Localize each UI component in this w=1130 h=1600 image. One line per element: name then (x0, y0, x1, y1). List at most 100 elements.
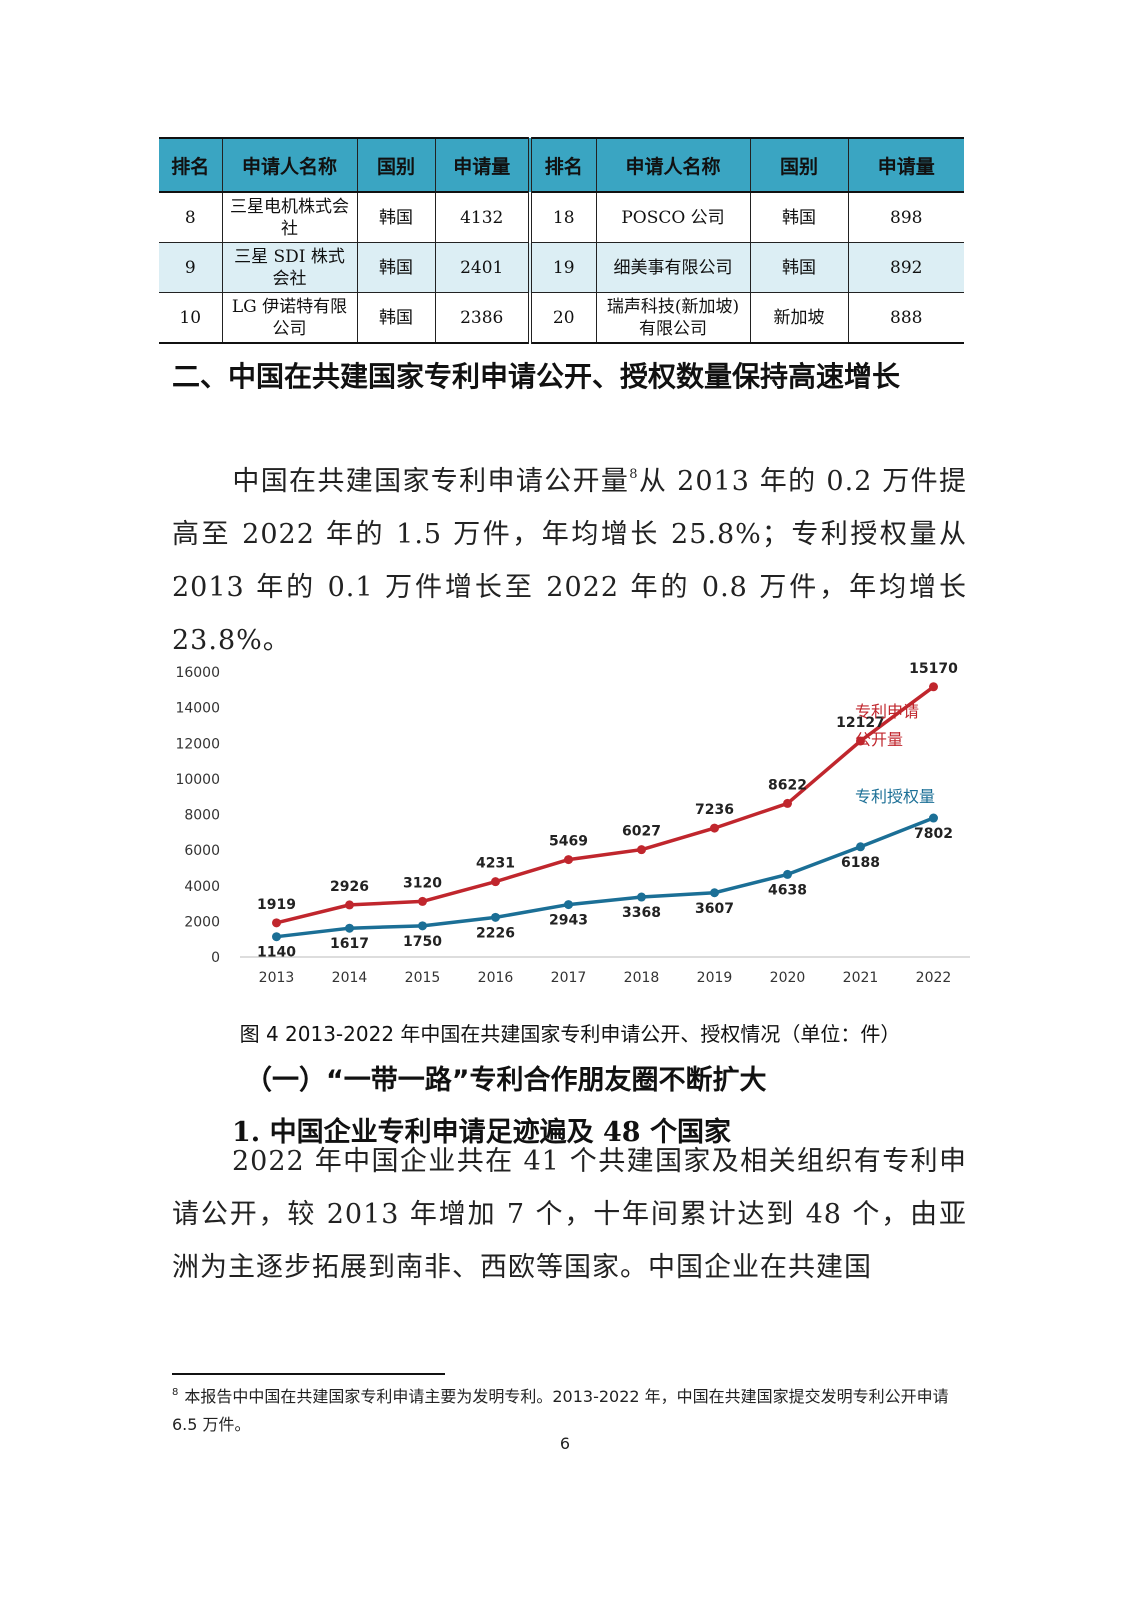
table-cell: 韩国 (749, 242, 849, 293)
data-point (491, 877, 500, 887)
col-header-rank-2: 排名 (529, 137, 597, 193)
patent-line-chart: 0 2000 4000 6000 8000 10000 12000 14000 16000 201… (160, 660, 980, 1020)
y-tick-label: 10000 (175, 772, 220, 788)
col-header-count-2: 申请量 (847, 137, 964, 193)
table-cell: 三星电机株式会社 (221, 191, 358, 243)
chart-caption: 图 4 2013-2022 年中国在共建国家专利申请公开、授权情况（单位：件） (239, 1022, 901, 1046)
data-point (710, 888, 719, 898)
data-point (710, 823, 719, 833)
data-label: 2943 (549, 913, 588, 929)
data-label: 3368 (622, 905, 661, 921)
data-point (272, 918, 281, 928)
legend-label-applications: 专利申请 (855, 702, 919, 721)
series-line-1 (276, 816, 935, 939)
table-cell: 韩国 (749, 191, 849, 243)
data-point (929, 813, 938, 823)
y-tick-label: 2000 (184, 914, 220, 930)
data-point (491, 912, 500, 922)
y-tick-label: 16000 (175, 665, 220, 681)
table-row: 10 LG 伊诺特有限公司 韩国 2386 20 瑞声科技(新加坡)有限公司 新… (159, 292, 964, 344)
footnote-divider (172, 1373, 445, 1375)
data-label: 7236 (695, 802, 734, 818)
data-label: 4638 (768, 882, 807, 898)
subheading-2: 1. 中国企业专利申请足迹遍及 48 个国家 (232, 1117, 731, 1148)
table-cell: 19 (529, 242, 597, 293)
data-point (856, 736, 865, 746)
data-point (783, 798, 792, 808)
data-point (418, 896, 427, 906)
x-tick-label: 2017 (551, 970, 587, 986)
footnote-ref[interactable]: 8 (629, 467, 639, 482)
table-cell: LG 伊诺特有限公司 (221, 292, 358, 344)
data-label: 1919 (257, 897, 296, 913)
data-label: 4231 (476, 856, 515, 872)
data-point (345, 900, 354, 910)
data-label: 6027 (622, 824, 661, 840)
table-cell: 898 (847, 191, 964, 243)
data-point (856, 842, 865, 852)
table-cell: 三星 SDI 株式会社 (221, 242, 358, 293)
data-point (637, 892, 646, 902)
x-tick-label: 2021 (843, 970, 879, 986)
chart-svg: 0 2000 4000 6000 8000 10000 12000 14000 16000 201… (175, 661, 970, 986)
table-cell: POSCO 公司 (595, 191, 751, 243)
data-point (637, 845, 646, 855)
table-row: 8 三星电机株式会社 韩国 4132 18 POSCO 公司 韩国 898 (159, 191, 964, 243)
x-tick-label: 2016 (478, 970, 514, 986)
data-label: 2226 (476, 925, 515, 941)
paragraph-1-text-b: 从 2013 年的 0.2 万件提高至 2022 年的 1.5 万件，年均增长 … (172, 466, 968, 656)
paragraph-2-text: 2022 年中国企业共在 41 个共建国家及相关组织有专利申请公开，较 2013… (172, 1146, 967, 1283)
x-tick-label: 2019 (697, 970, 733, 986)
legend-label-applications-cont: 公开量 (855, 730, 903, 749)
table-cell: 4132 (434, 191, 532, 243)
x-tick-label: 2015 (405, 970, 441, 986)
table-cell: 10 (159, 292, 223, 344)
footnote-mark: 8 (172, 1387, 179, 1398)
data-point (272, 932, 281, 942)
footnote: 8 本报告中中国在共建国家专利申请主要为发明专利。2013-2022 年，中国在共… (172, 1383, 967, 1439)
col-header-country: 国别 (356, 137, 436, 193)
table-cell: 韩国 (356, 242, 436, 293)
page-number: 6 (559, 1434, 571, 1453)
data-label: 5469 (549, 834, 588, 850)
y-tick-label: 0 (211, 950, 220, 966)
table-cell: 8 (159, 191, 223, 243)
data-label: 7802 (914, 826, 953, 842)
table-cell: 韩国 (356, 191, 436, 243)
data-label: 12127 (836, 715, 885, 731)
data-label: 15170 (909, 661, 958, 677)
data-point (564, 900, 573, 910)
applicant-ranking-table: 排名 申请人名称 国别 申请量 排名 申请人名称 国别 申请量 8 三星电机株式… (159, 137, 964, 344)
table-cell: 18 (529, 191, 597, 243)
x-tick-label: 2020 (770, 970, 806, 986)
footnote-text: 本报告中中国在共建国家专利申请主要为发明专利。2013-2022 年，中国在共建… (172, 1387, 949, 1434)
x-tick-label: 2022 (916, 970, 952, 986)
col-header-applicant-2: 申请人名称 (595, 137, 751, 193)
series-line-0 (276, 685, 935, 925)
table-cell: 892 (847, 242, 964, 293)
col-header-count: 申请量 (434, 137, 532, 193)
table-cell: 瑞声科技(新加坡)有限公司 (595, 292, 751, 344)
table-cell: 888 (847, 292, 964, 344)
data-point (783, 869, 792, 879)
data-label: 3120 (403, 875, 442, 891)
table-cell: 9 (159, 242, 223, 293)
legend-label-grants: 专利授权量 (855, 787, 935, 806)
data-point (929, 682, 938, 692)
table-cell: 细美事有限公司 (595, 242, 751, 293)
x-tick-label: 2013 (259, 970, 295, 986)
data-label: 3607 (695, 901, 734, 917)
data-point (418, 921, 427, 931)
data-label: 1140 (257, 945, 296, 961)
table-row: 9 三星 SDI 株式会社 韩国 2401 19 细美事有限公司 韩国 892 (159, 242, 964, 293)
x-tick-label: 2018 (624, 970, 660, 986)
table-cell: 新加坡 (749, 292, 849, 344)
data-label: 8622 (768, 777, 807, 793)
col-header-applicant: 申请人名称 (221, 137, 358, 193)
paragraph-1-text-a: 中国在共建国家专利申请公开量 (232, 466, 630, 497)
table-cell: 2401 (434, 242, 532, 293)
y-tick-label: 6000 (184, 843, 220, 859)
table-cell: 2386 (434, 292, 532, 344)
data-label: 6188 (841, 855, 880, 871)
y-tick-label: 8000 (184, 808, 220, 824)
